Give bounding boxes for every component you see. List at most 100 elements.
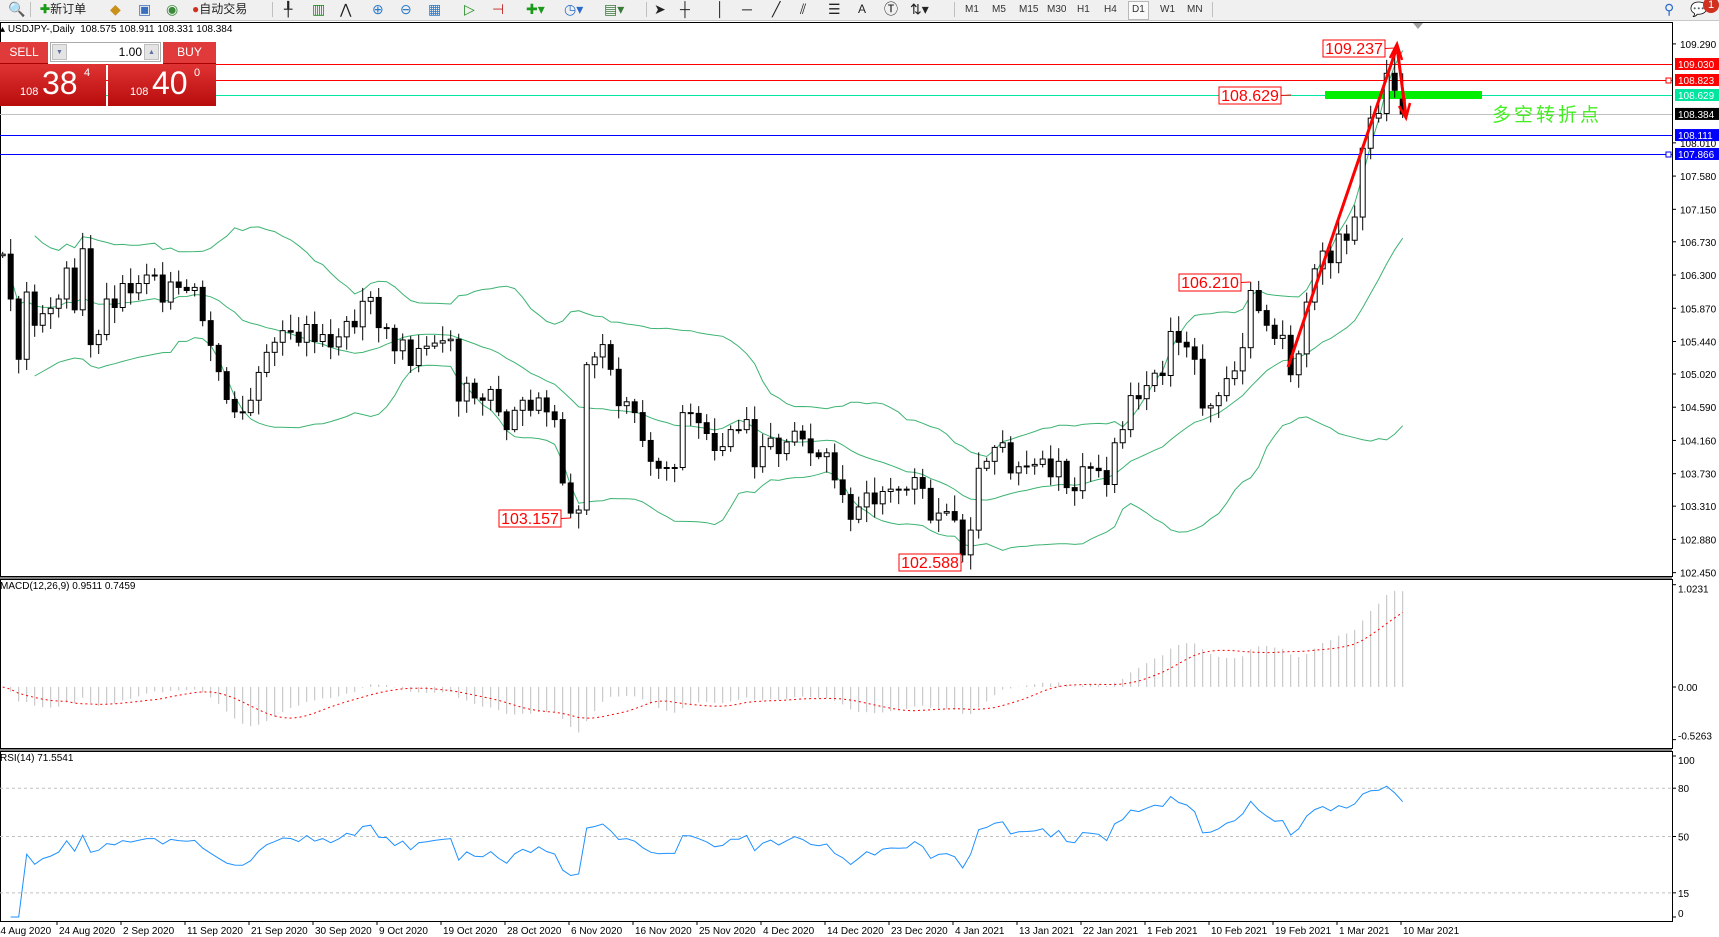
periods-clock-icon[interactable]: ◷▾ (564, 1, 584, 17)
candle-body-bull (863, 492, 870, 508)
candle (1007, 436, 1014, 480)
cursor-icon[interactable]: ➤ (654, 1, 666, 17)
candle-body-bull (735, 429, 742, 432)
zoom-out-icon[interactable]: ⊖ (400, 1, 412, 17)
chart-shift-icon[interactable]: ⊣ (492, 1, 505, 17)
candle-body-bull (1335, 233, 1342, 264)
lot-size-input[interactable] (68, 44, 142, 60)
time-axis-label: 2 Sep 2020 (123, 926, 175, 937)
candle-body-bear (703, 422, 710, 434)
buy-price-box[interactable]: 108 40 0 (108, 64, 216, 106)
search-icon[interactable]: ⚲ (1664, 1, 1675, 17)
timeframe-m5[interactable]: M5 (992, 4, 1006, 15)
candle-body-bull (1207, 405, 1214, 409)
candle (1335, 221, 1342, 274)
level-price-tag (1675, 74, 1719, 87)
time-axis-label: 1 Mar 2021 (1339, 926, 1390, 937)
candle (1343, 224, 1350, 255)
candlestick-icon[interactable]: ▥ (312, 1, 326, 17)
text-label-icon[interactable]: Ⓣ (884, 1, 898, 17)
candle-body-bear (551, 411, 558, 421)
price-axis-label: 103.730 (1680, 470, 1717, 481)
candle-body-bull (487, 388, 494, 401)
candle-body-bear (159, 274, 166, 303)
fibonacci-icon[interactable]: ☰ (828, 1, 841, 17)
candle-body-bear (1327, 250, 1334, 264)
candle (175, 270, 182, 295)
collapse-triangle-icon[interactable]: ▴ (0, 24, 6, 35)
timeframe-m1[interactable]: M1 (965, 4, 979, 15)
candle (1239, 332, 1246, 385)
rsi-axis-label: 15 (1678, 889, 1690, 900)
equidistant-channel-icon[interactable]: ⫽ (800, 1, 807, 17)
main-pane-frame (0, 22, 1673, 577)
notification-badge[interactable]: 1 (1703, 0, 1719, 13)
candle-body-bear (383, 327, 390, 330)
autotrade-button[interactable]: ●自动交易 (192, 1, 247, 18)
autoscroll-icon[interactable]: ▷ (464, 1, 475, 17)
candle-body-bear (959, 519, 966, 556)
level-price-tag-text: 108.111 (1678, 131, 1713, 142)
buy-button[interactable]: BUY (163, 42, 216, 64)
candle-body-bull (431, 342, 438, 347)
new-order-button[interactable]: ✚新订单 (40, 1, 86, 18)
indicators-icon[interactable]: ✚▾ (526, 1, 545, 17)
bar-chart-icon[interactable]: ╀ (284, 1, 293, 17)
candle-body-bear (1183, 341, 1190, 348)
candle (1223, 366, 1230, 402)
time-axis-label: 24 Aug 2020 (59, 926, 116, 937)
templates-icon[interactable]: ▤▾ (604, 1, 625, 17)
candle-body-bull (671, 467, 678, 470)
candle-body-bear (311, 324, 318, 343)
magnifier-icon[interactable]: 🔍 (8, 1, 26, 17)
candle (719, 432, 726, 457)
candle-body-bear (543, 397, 550, 413)
candle (1215, 392, 1222, 418)
timeframe-m30[interactable]: M30 (1047, 4, 1067, 15)
signal-icon[interactable]: ◉ (166, 1, 179, 17)
candle-body-bear (455, 338, 462, 402)
timeframe-w1[interactable]: W1 (1160, 4, 1175, 15)
candle-body-bull (47, 307, 54, 315)
candle-body-bear (207, 320, 214, 346)
navigator-icon[interactable]: ▣ (138, 1, 152, 17)
toolbar-separator (272, 2, 273, 17)
vertical-line-icon[interactable]: │ (716, 1, 725, 17)
timeframe-h4[interactable]: H4 (1104, 4, 1117, 15)
low-label-2-text: 102.588 (901, 555, 959, 572)
candle-body-bull (903, 488, 910, 491)
candle (591, 352, 598, 379)
candle (151, 268, 158, 281)
sell-price-box[interactable]: 108 38 4 (0, 64, 106, 106)
candle-body-bear (639, 412, 646, 441)
zoom-in-icon[interactable]: ⊕ (372, 1, 384, 17)
candle-body-bear (295, 331, 302, 343)
sell-price-big-figure: 108 (20, 86, 39, 98)
autotrade-label: 自动交易 (199, 2, 248, 16)
price-axis-label: 105.440 (1680, 338, 1717, 349)
candle-body-bear (7, 253, 14, 300)
candle (623, 396, 630, 414)
timeframe-m15[interactable]: M15 (1019, 4, 1039, 15)
lot-decrease-button[interactable]: ▼ (52, 44, 67, 60)
macd-label: MACD(12,26,9) 0.9511 0.7459 (0, 581, 136, 592)
line-chart-icon[interactable]: ⋀ (340, 1, 352, 17)
candle-body-bull (263, 351, 270, 373)
trendline-icon[interactable]: ╱ (772, 1, 781, 17)
horizontal-line-icon[interactable]: ─ (742, 1, 752, 17)
timeframe-mn[interactable]: MN (1187, 4, 1203, 15)
timeframe-d1[interactable]: D1 (1128, 1, 1149, 20)
sell-button[interactable]: SELL (0, 42, 48, 64)
tile-windows-icon[interactable]: ▦ (428, 1, 442, 17)
gold-bars-icon[interactable]: ◆ (110, 1, 121, 17)
arrows-icon[interactable]: ⇅▾ (910, 1, 929, 17)
candle-body-bull (911, 477, 918, 490)
text-icon[interactable]: A (858, 2, 867, 16)
timeframe-h1[interactable]: H1 (1077, 4, 1090, 15)
candle-body-bull (119, 283, 126, 308)
candle-body-bull (887, 488, 894, 492)
crosshair-icon[interactable]: ┼ (680, 1, 690, 17)
lot-increase-button[interactable]: ▲ (144, 44, 159, 60)
autotrade-icon: ● (192, 2, 200, 16)
